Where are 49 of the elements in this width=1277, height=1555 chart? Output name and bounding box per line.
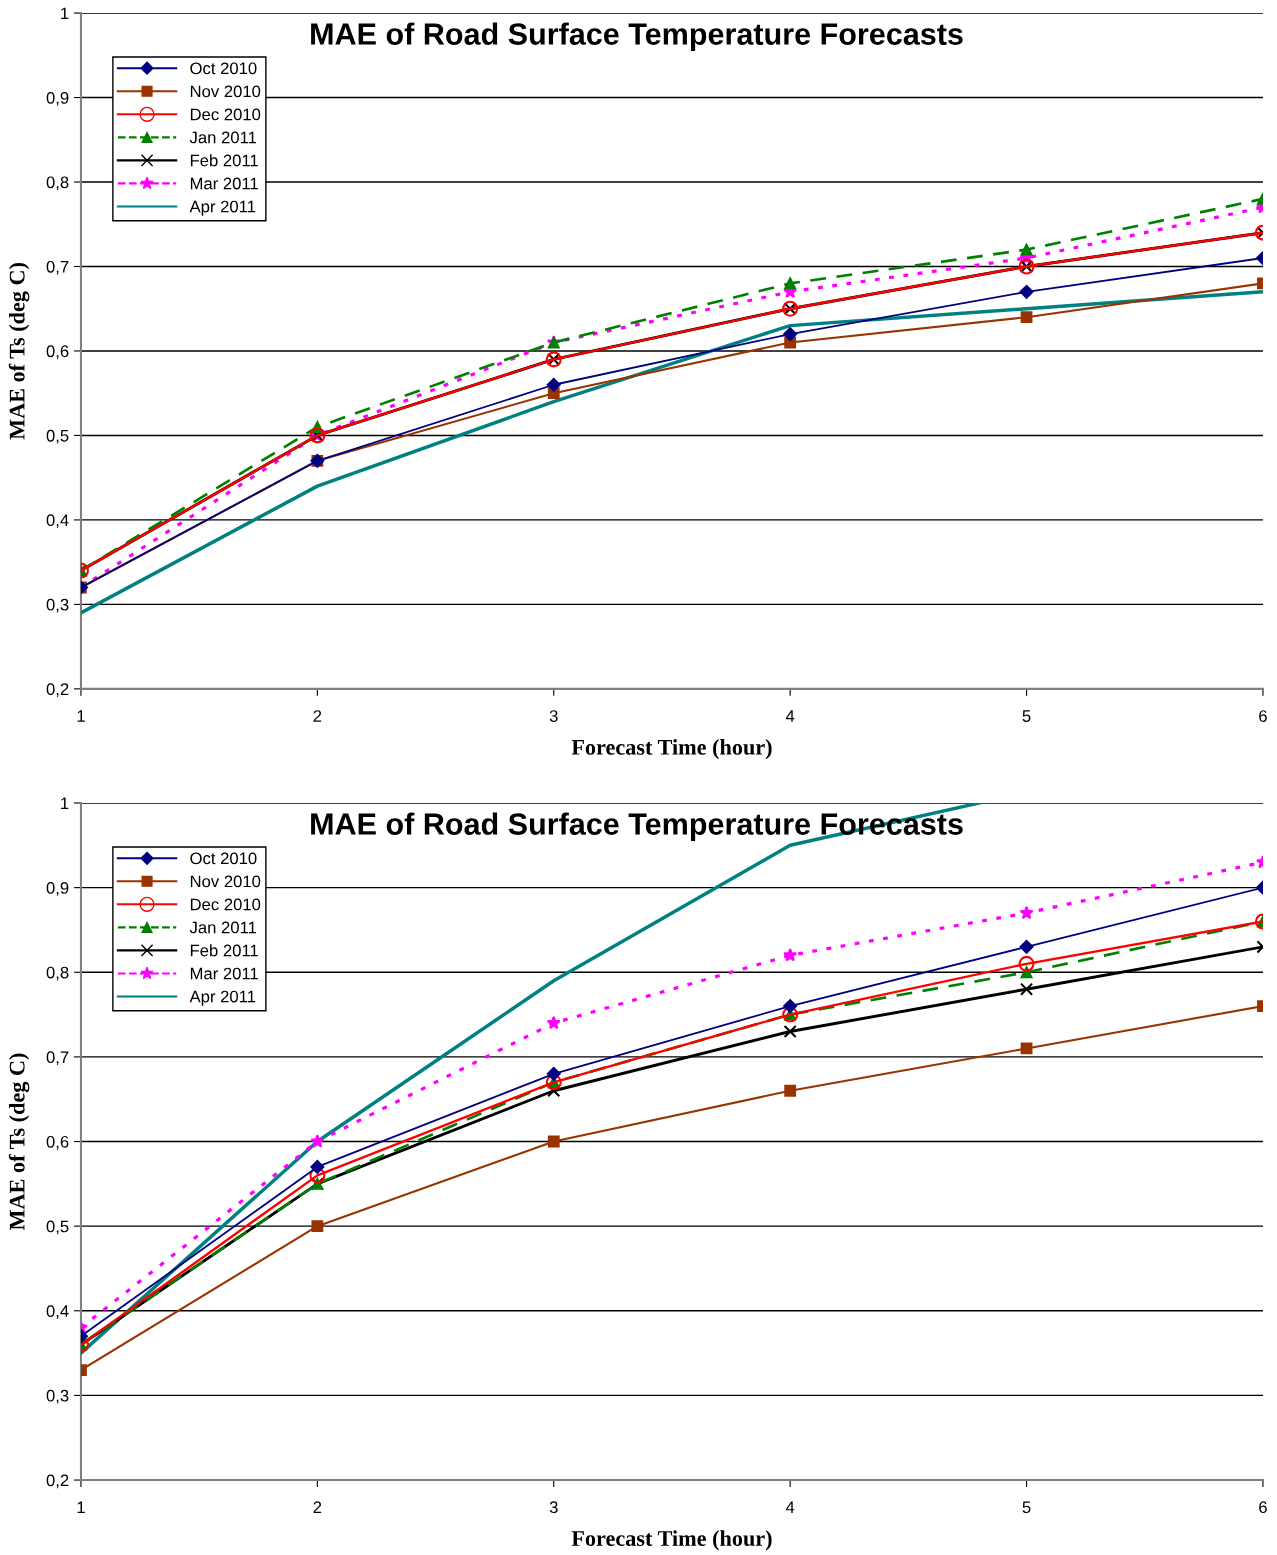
y-axis-title: MAE of Ts (deg C): [8, 1053, 30, 1231]
x-tick-label: 3: [549, 710, 558, 722]
y-tick-label: 0,6: [46, 345, 69, 360]
legend-label: Apr 2011: [189, 200, 256, 216]
legend-label: Apr 2011: [189, 990, 256, 1006]
legend-label: Mar 2011: [190, 177, 258, 190]
y-tick-label: 0,2: [46, 683, 69, 698]
legend-label: Oct 2010: [190, 62, 257, 75]
x-tick-label: 3: [549, 1501, 558, 1514]
x-tick-label: 2: [313, 710, 322, 722]
y-tick-label: 0,5: [46, 429, 69, 444]
x-tick-label: 1: [77, 710, 85, 722]
legend-label: Feb 2011: [190, 154, 258, 167]
legend-label: Jan 2011: [189, 131, 257, 144]
legend-label: Dec 2010: [190, 108, 261, 121]
legend-label: Dec 2010: [190, 898, 261, 911]
x-axis-title: Forecast Time (hour): [571, 739, 772, 760]
y-tick-label: 0,9: [46, 882, 69, 896]
y-tick-label: 0,3: [46, 1389, 69, 1404]
x-tick-label: 4: [785, 1501, 795, 1513]
y-tick-label: 0,5: [46, 1220, 69, 1235]
legend-label: Nov 2010: [190, 875, 261, 888]
x-tick-label: 1: [77, 1501, 85, 1513]
x-tick-label: 4: [785, 710, 795, 722]
legend-label: Oct 2010: [190, 852, 257, 865]
y-axis-title: MAE of Ts (deg C): [8, 263, 30, 440]
y-tick-label: 0,7: [46, 1051, 69, 1066]
legend-label: Feb 2011: [190, 944, 258, 957]
x-tick-label: 6: [1259, 710, 1267, 722]
y-tick-label: 0,6: [46, 1135, 69, 1150]
legend-label: Mar 2011: [190, 967, 258, 980]
y-tick-label: 0,7: [46, 260, 69, 275]
chart-title: MAE of Road Surface Temperature Forecasts: [311, 22, 963, 51]
y-tick-label: 1: [61, 7, 69, 20]
y-tick-label: 0,3: [46, 598, 69, 613]
y-tick-label: 1: [61, 797, 69, 810]
y-tick-label: 0,4: [46, 514, 69, 529]
x-tick-label: 6: [1259, 1501, 1267, 1514]
y-tick-label: 0,2: [46, 1474, 69, 1489]
x-tick-label: 5: [1022, 1501, 1031, 1514]
y-tick-label: 0,9: [46, 91, 69, 106]
legend-label: Nov 2010: [190, 85, 261, 98]
x-tick-label: 5: [1022, 710, 1031, 722]
y-tick-label: 0,4: [46, 1305, 69, 1319]
x-axis-title: Forecast Time (hour): [571, 1530, 772, 1551]
x-tick-label: 2: [313, 1501, 322, 1513]
y-tick-label: 0,8: [46, 176, 69, 191]
legend-label: Jan 2011: [189, 921, 257, 934]
y-tick-label: 0,8: [46, 966, 69, 981]
